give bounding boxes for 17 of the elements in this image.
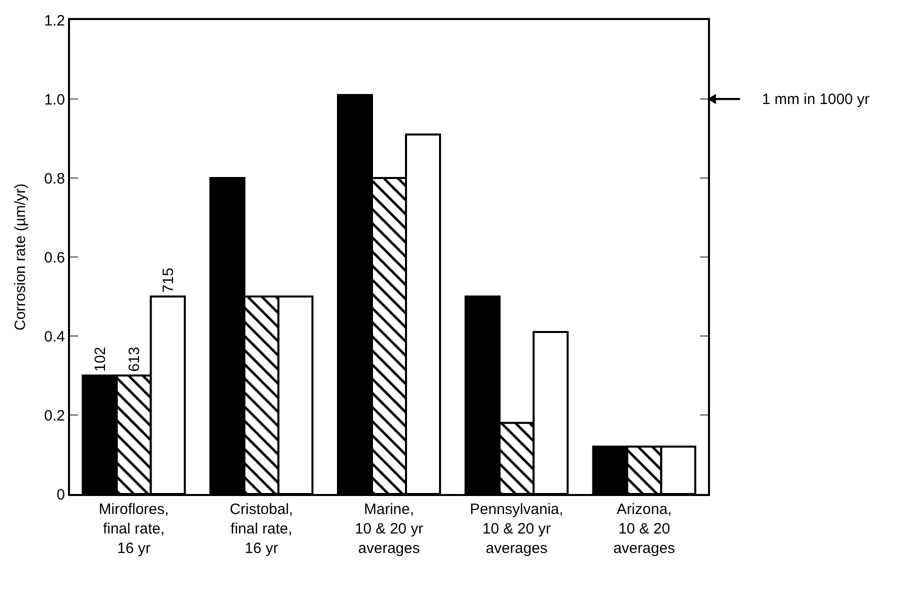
y-tick-label: 1.0: [44, 91, 65, 108]
ref-line-label: 1 mm in 1000 yr: [762, 91, 870, 108]
x-tick-label: Cristobal, final rate, 16 yr: [230, 501, 294, 557]
x-tick-label: Arizona, 10 & 20 averages: [613, 501, 676, 557]
x-tick-label: Miroflores, final rate, 16 yr: [98, 501, 169, 557]
x-tick-label: Marine, 10 & 20 yr averages: [354, 501, 424, 557]
y-tick-label: 0.4: [44, 328, 65, 346]
text: 102: [92, 346, 109, 372]
y-tick-label: 0.2: [44, 407, 65, 424]
y-tick-label: 0.8: [44, 170, 65, 188]
text: 613: [126, 346, 143, 372]
y-tick-label: 0: [56, 486, 65, 504]
y-tick-label: 0.6: [44, 249, 65, 266]
x-tick-label: Pennsylvania, 10 & 20 yr averages: [470, 501, 564, 557]
y-tick-label: 1.2: [44, 12, 65, 30]
text: 715: [160, 268, 177, 293]
y-axis-title: Corrosion rate (µm/yr): [12, 184, 29, 330]
